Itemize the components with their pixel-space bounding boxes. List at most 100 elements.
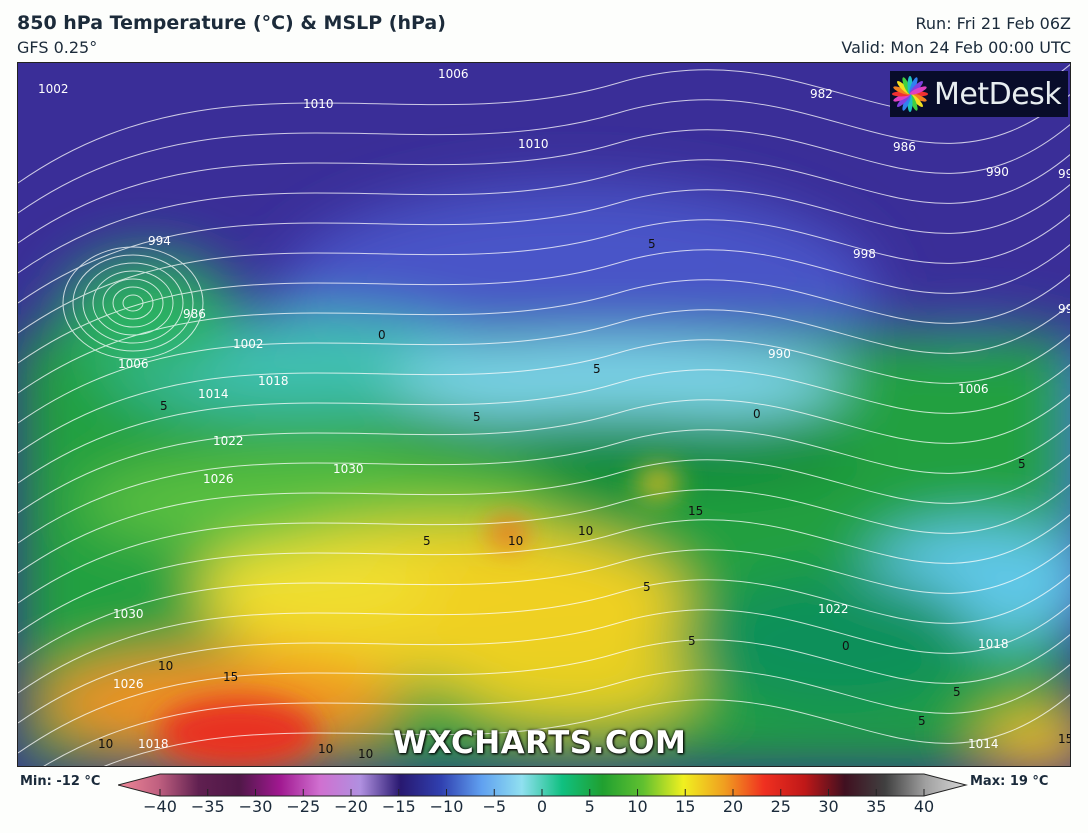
isobar [18,183,1070,304]
isobar [18,273,1070,394]
isobar [18,633,1070,754]
isobar [18,123,1070,244]
isobar-label: 1022 [818,602,849,616]
isobar [18,453,1070,574]
logo-text: MetDesk [934,76,1062,112]
isobar [18,573,1070,694]
temperature-label: 15 [223,670,238,684]
isobar-label: 982 [810,87,833,101]
colorbar-tick-label: 25 [770,797,791,816]
pinwheel-petal [909,86,927,95]
low-pressure-isobar [82,262,184,344]
colorbar-tick-label: 20 [722,797,744,816]
colorbar-tick-label: 30 [818,797,839,816]
isobar-label: 990 [768,347,791,361]
temperature-label: 10 [98,737,113,751]
temperature-label: 15 [1058,732,1071,746]
isobar-label: 1022 [213,434,244,448]
colorbar-tick-label: −20 [334,797,368,816]
isobar-label: 1010 [518,137,549,151]
isobar [18,333,1070,454]
temperature-label: 5 [423,534,431,548]
temperature-colorbar [118,773,968,797]
colorbar-min: Min: -12 °C [20,774,101,789]
isobar-label: 1030 [333,462,364,476]
colorbar-tick-label: −30 [238,797,273,816]
isobar [18,513,1070,634]
contour-labels: 1002100610101010982986990994998994990986… [38,67,1071,761]
temperature-label: 10 [158,659,173,673]
isobar-label: 1006 [438,67,469,81]
temperature-label: 5 [160,399,168,413]
valid-time: Valid: Mon 24 Feb 00:00 UTC [841,38,1071,57]
temperature-label: 5 [1018,457,1026,471]
low-pressure-isobar [72,254,194,352]
temperature-label: 15 [688,504,703,518]
temperature-label: 5 [473,410,481,424]
isobar-label: 1010 [303,97,334,111]
isobar-label: 998 [853,247,876,261]
temperature-label: 10 [508,534,523,548]
isobar-label: 990 [986,165,1009,179]
temperature-label: 10 [358,747,373,761]
isobar-lines [18,63,1070,766]
colorbar-tick-label: −40 [143,797,177,816]
temperature-label: 5 [593,362,601,376]
colorbar-tick-label: 5 [584,797,595,816]
colorbar-tick-label: 35 [866,797,887,816]
colorbar-tick-label: 15 [675,797,696,816]
chart-title: 850 hPa Temperature (°C) & MSLP (hPa) [17,12,446,34]
isobar-label: 1018 [258,374,289,388]
isobar [18,423,1070,544]
run-time: Run: Fri 21 Feb 06Z [915,14,1071,33]
temperature-label: 5 [643,580,651,594]
temperature-label: 5 [918,714,926,728]
temperature-label: 10 [578,524,593,538]
temperature-label: 0 [378,328,386,342]
isobar [18,93,1070,214]
colorbar-tick-label: 40 [913,797,935,816]
colorbar-tick-label: 0 [536,797,548,816]
isobar [18,243,1070,364]
model-label: GFS 0.25° [17,38,98,57]
low-pressure-isobar [122,294,144,312]
isobar [18,363,1070,484]
isobar [18,393,1070,514]
isobar-label: 1018 [978,637,1009,651]
isobar-label: 1018 [138,737,169,751]
isobar-label: 1026 [113,677,144,691]
isobar-label: 1006 [118,357,149,371]
isobar-label: 1002 [233,337,264,351]
isobar-label: 994 [1058,302,1071,316]
metdesk-logo: MetDesk [890,71,1068,117]
pinwheel-icon [892,76,928,112]
isobar [103,693,1070,766]
temperature-label: 0 [753,407,761,421]
watermark: WXCHARTS.COM [393,725,687,761]
isobar-label: 1026 [203,472,234,486]
isobar-label: 994 [1058,167,1071,181]
colorbar-tick-label: −5 [482,797,507,816]
isobar-label: 986 [893,140,916,154]
low-pressure-isobar [112,286,154,320]
isobar [18,483,1070,604]
colorbar-tick-label: −35 [190,797,225,816]
isobar-label: 1014 [968,737,999,751]
isobar [18,153,1070,274]
low-pressure-isobar [92,270,174,336]
low-pressure-isobar [102,278,164,328]
isobar-label: 1014 [198,387,229,401]
isobar-label: 1030 [113,607,144,621]
colorbar-tick-label: −10 [429,797,464,816]
isobar-label: 1006 [958,382,989,396]
temperature-label: 0 [842,639,850,653]
colorbar-tick-label: −15 [381,797,416,816]
temperature-label: 5 [688,634,696,648]
temperature-label: 5 [953,685,961,699]
isobar [18,603,1070,724]
isobar [43,663,1070,766]
temperature-label: 5 [648,237,656,251]
colorbar-tick-label: 10 [627,797,648,816]
isobar [18,213,1070,334]
isobar-label: 1002 [38,82,69,96]
